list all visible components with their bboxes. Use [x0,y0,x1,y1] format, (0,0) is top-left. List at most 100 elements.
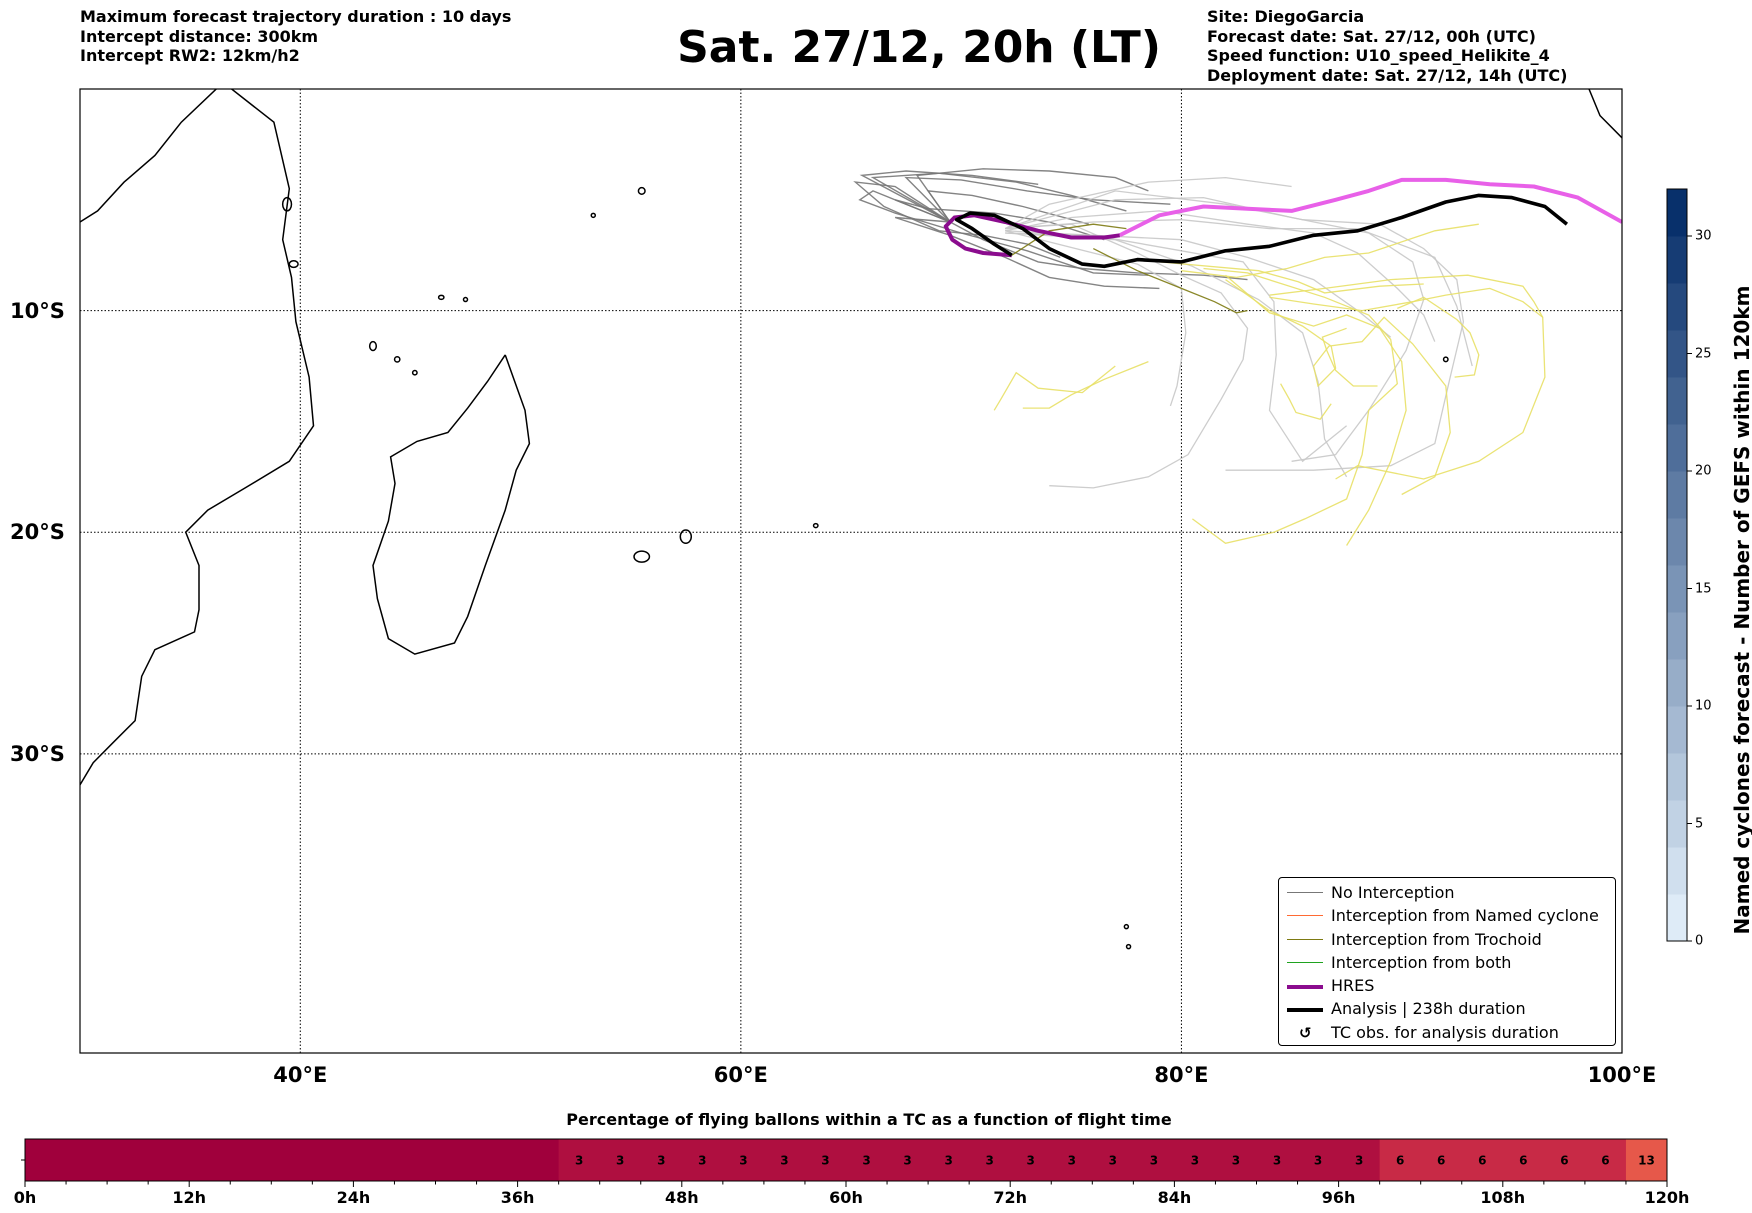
island-outline [393,355,401,363]
main-tracks [943,177,1622,269]
hres-tail-track [1118,177,1622,238]
island-outline [1123,923,1130,930]
bar-cell-value: 3 [616,1154,624,1168]
ensemble-track [1022,360,1149,409]
bar-title-text: Percentage of flying ballons within a TC… [566,1110,1172,1129]
bar-tick-label: 84h [1157,1188,1192,1207]
colorbar-band [1667,612,1687,660]
ensemble-track [1280,383,1332,420]
ensemble-track [1269,274,1544,318]
bar-cell-value: 6 [1601,1154,1609,1168]
island-outline [1125,943,1132,950]
lon-tick-label: 100°E [1587,1063,1657,1087]
bar-tick-label: 72h [993,1188,1028,1207]
legend-entry: HRES [1279,975,1615,998]
colorbar-band [1667,847,1687,895]
coastlines [80,89,1622,950]
map-frame [79,88,1623,1054]
bar-title: Percentage of flying ballons within a TC… [0,1110,1752,1129]
bar-cell-value: 3 [698,1154,706,1168]
lat-tick-label: 20°S [10,520,65,545]
colorbar-band [1667,518,1687,566]
header-left: Maximum forecast trajectory duration : 1… [80,7,511,66]
colorbar-frame [1666,188,1688,942]
ensemble-track [1005,219,1473,367]
bar-cell-value: 6 [1519,1154,1527,1168]
colorbar-label: Named cyclones forecast - Number of GEFS… [1730,285,1752,935]
bar-cell-value: 3 [821,1154,829,1168]
bar-cell-value: 3 [657,1154,665,1168]
island-outline [679,529,693,545]
island-outline [368,340,378,352]
ensemble-track [1181,223,1479,279]
island-outline [411,369,418,376]
ensemble-track [1005,230,1348,463]
island-outline [462,296,469,303]
sumatra-coast [1588,89,1622,139]
bar-tick-label: 36h [500,1188,535,1207]
ensemble-track [1004,190,1465,471]
ensemble-track [1397,296,1480,378]
ensemble-track [1005,232,1348,478]
bar-cell-value: 13 [1638,1154,1655,1168]
colorbar-tick-label: 0 [1695,933,1704,949]
legend-label: Interception from both [1331,952,1512,972]
colorbar-band [1667,565,1687,613]
colorbar-band [1667,800,1687,848]
ensemble-track [915,168,1149,223]
intercept-distance-text: Intercept distance: 300km [80,26,319,46]
legend-swatch [1287,1008,1323,1013]
legend-swatch [1287,938,1323,940]
bar-cell-value: 3 [903,1154,911,1168]
bar-tick-label: 108h [1480,1188,1526,1207]
island-outline [1442,356,1449,363]
legend-label: Interception from Named cyclone [1331,906,1599,926]
bar-cell-value: 6 [1560,1154,1568,1168]
colorbar [1666,188,1692,942]
bar-cell-value: 3 [944,1154,952,1168]
ensemble-track [894,216,1160,290]
island-outline [590,212,597,219]
ensemble-track [1005,210,1436,342]
bar-tick-label: 96h [1321,1188,1356,1207]
legend-entry: No Interception [1279,882,1615,905]
island-outline [637,186,646,195]
header-right: Site: DiegoGarcia Forecast date: Sat. 27… [1207,7,1567,85]
bar-cell-value: 6 [1437,1154,1445,1168]
lon-tick-label: 80°E [1154,1063,1209,1087]
bar-tick-label: 60h [829,1188,863,1207]
ensemble-track [858,190,1149,276]
legend-entry: Interception from both [1279,952,1615,975]
island-outline [812,522,819,529]
legend-label: TC obs. for analysis duration [1331,1022,1559,1042]
africa-coast [80,89,315,786]
bar-segment [1379,1139,1627,1181]
colorbar-band [1667,189,1687,237]
madagascar-coast [372,354,531,655]
deployment-date-text: Deployment date: Sat. 27/12, 14h (UTC) [1207,65,1568,85]
legend-swatch [1287,985,1323,990]
legend-label: Analysis | 238h duration [1331,999,1526,1019]
colorbar-band [1667,283,1687,331]
ensemble-track [1011,223,1127,256]
colorbar-band [1667,894,1687,942]
bar-segment [1625,1139,1668,1181]
legend-entry: Analysis | 238h duration [1279,998,1615,1021]
ensemble-track [949,221,1248,281]
colorbar-tick-label: 15 [1695,581,1712,596]
analysis-track [954,193,1569,269]
bar-cell-value: 6 [1478,1154,1486,1168]
legend-label: Interception from Trochoid [1331,929,1542,949]
ensemble-track [926,190,1090,225]
intercept-rw2-text: Intercept RW2: 12km/h2 [80,46,300,65]
legend-swatch [1287,915,1323,917]
lat-tick-label: 10°S [10,298,65,323]
bar-cell-value: 3 [1232,1154,1240,1168]
ensemble-track [1192,267,1398,545]
colorbar-tick-label: 5 [1695,816,1704,831]
island-outline [437,294,445,301]
ensemble-track [1321,327,1378,387]
colorbar-tick-label: 20 [1695,463,1712,479]
colorbar-band [1667,659,1687,707]
ensemble-track [1159,261,1424,294]
